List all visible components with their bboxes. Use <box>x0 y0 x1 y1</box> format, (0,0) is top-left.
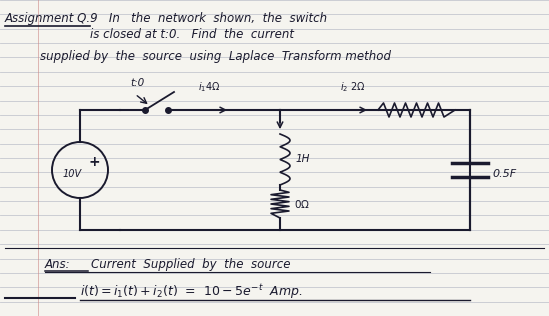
Text: $i_1 4\Omega$: $i_1 4\Omega$ <box>198 80 221 94</box>
Text: $0\Omega$: $0\Omega$ <box>294 198 310 210</box>
Text: Assignment Q.9   In   the  network  shown,  the  switch: Assignment Q.9 In the network shown, the… <box>5 12 328 25</box>
Text: $i_2$ $2\Omega$: $i_2$ $2\Omega$ <box>340 80 366 94</box>
Text: 10V: 10V <box>63 169 82 179</box>
Text: supplied by  the  source  using  Laplace  Transform method: supplied by the source using Laplace Tra… <box>40 50 391 63</box>
Text: is closed at t:0.   Find  the  current: is closed at t:0. Find the current <box>90 28 294 41</box>
Text: Ans:: Ans: <box>45 258 71 271</box>
Text: $i(t) = i_1(t)+i_2(t)$  =  $10-5e^{-t}$  Amp.: $i(t) = i_1(t)+i_2(t)$ = $10-5e^{-t}$ Am… <box>80 282 302 301</box>
Text: 1H: 1H <box>296 155 310 165</box>
Text: t:0: t:0 <box>130 78 144 88</box>
Text: 0.5F: 0.5F <box>492 169 516 179</box>
Text: Current  Supplied  by  the  source: Current Supplied by the source <box>91 258 290 271</box>
Text: +: + <box>88 155 100 169</box>
